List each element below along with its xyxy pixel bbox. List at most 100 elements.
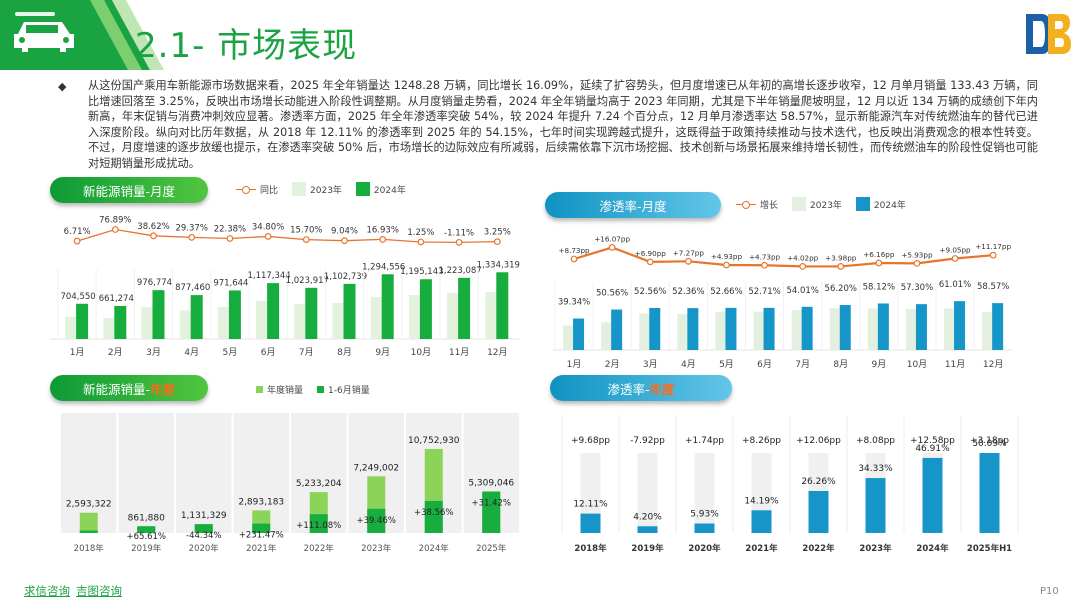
yoy-label: 1.25%: [407, 228, 434, 238]
bar-penetration: [580, 513, 601, 533]
legend-2024: 2024年: [373, 185, 406, 196]
bar-2023: [217, 307, 229, 339]
bar-2024: [152, 290, 165, 339]
x-tick-label: 12月: [983, 359, 1003, 370]
growth-label: +5.93pp: [901, 250, 933, 259]
x-tick-label: 2月: [605, 359, 620, 370]
x-tick-label: 4月: [184, 347, 199, 358]
growth-label: +111.08%: [296, 521, 341, 531]
bar-2023: [905, 308, 916, 350]
bar-2024: [611, 309, 623, 350]
growth-label: +3.98pp: [825, 253, 857, 262]
value-label: 39.34%: [558, 298, 590, 308]
legend-h1: 1-6月销量: [328, 386, 370, 396]
x-tick-label: 2024年: [916, 543, 949, 554]
bar-penetration: [751, 510, 772, 533]
background-band: [176, 413, 232, 533]
yoy-point: [73, 237, 81, 245]
bar-penetration: [979, 453, 1000, 533]
legend-growth: 增长: [760, 200, 779, 211]
x-tick-label: 2019年: [131, 543, 162, 554]
bar-2023: [753, 311, 764, 350]
growth-label: +7.27pp: [673, 248, 705, 257]
yoy-label: 29.37%: [175, 223, 207, 233]
monthly-sales-legend: 同比 2023年 2024年: [236, 182, 420, 196]
x-tick-label: 6月: [261, 347, 276, 358]
monthly-sales-chart: 704,550 1月 661,274 2月 976,774 3月 877,460 4月 971,…: [50, 216, 520, 358]
yoy-label: 9.04%: [331, 227, 358, 237]
bar-2024: [343, 283, 356, 339]
bar-2023: [791, 310, 802, 350]
value-label: 971,644: [213, 278, 248, 288]
value-label: 50.09%: [972, 439, 1007, 449]
bar-2023: [103, 318, 115, 339]
growth-point: [684, 257, 692, 265]
bar-2024: [114, 305, 127, 339]
change-label: +9.68pp: [571, 436, 610, 446]
value-label: 5.93%: [690, 510, 719, 520]
bar-2023: [65, 316, 77, 339]
x-tick-label: 10月: [411, 347, 431, 358]
bar-2023: [332, 303, 344, 339]
bar-h1: [137, 526, 156, 533]
bar-2024: [877, 303, 889, 350]
background-band: [637, 453, 658, 533]
footer-link-qiuxin[interactable]: 求信咨询: [24, 584, 70, 598]
bar-2024: [381, 274, 394, 339]
x-tick-label: 2022年: [802, 543, 835, 554]
x-tick-label: 2021年: [745, 543, 778, 554]
monthly-sales-title: 新能源销量-月度: [50, 177, 208, 203]
growth-label: +38.56%: [414, 508, 454, 518]
value-label: 861,880: [128, 513, 165, 523]
growth-label: +4.93pp: [711, 252, 743, 261]
value-label: 52.66%: [710, 287, 742, 297]
x-tick-label: 2018年: [574, 543, 607, 554]
legend-yoy: 同比: [260, 185, 279, 196]
value-label: 1,223,087: [438, 266, 481, 276]
growth-label: +39.46%: [356, 516, 396, 526]
bar-2024: [687, 308, 699, 350]
x-tick-label: 1月: [70, 347, 85, 358]
x-tick-label: 4月: [681, 359, 696, 370]
x-tick-label: 10月: [907, 359, 927, 370]
x-tick-label: 2025年: [476, 543, 507, 554]
growth-point: [570, 255, 578, 263]
value-label: 2,893,183: [238, 497, 284, 507]
yoy-point: [493, 238, 501, 246]
growth-point: [913, 259, 921, 267]
value-label: 61.01%: [939, 280, 971, 290]
yoy-label: 16.93%: [366, 225, 398, 235]
legend-2023: 2023年: [810, 200, 842, 211]
yoy-point: [111, 226, 119, 233]
bar-h1: [194, 524, 213, 533]
footer-link-jitu[interactable]: 吉图咨询: [76, 584, 122, 598]
value-label: 1,102,739: [324, 272, 367, 282]
growth-label: +6.16pp: [863, 250, 895, 259]
bar-penetration: [694, 523, 715, 533]
bar-2024: [190, 295, 203, 339]
value-label: 57.30%: [901, 283, 933, 293]
bar-h1: [482, 491, 501, 533]
bar-2024: [76, 303, 89, 339]
growth-label: +4.73pp: [749, 252, 781, 261]
bar-h1: [252, 523, 271, 533]
value-label: 1,195,143: [400, 267, 443, 277]
value-label: 1,334,319: [477, 260, 520, 270]
value-label: 4.20%: [633, 512, 662, 522]
bar-2023: [677, 313, 688, 350]
bar-2024: [419, 279, 432, 339]
yoy-point: [455, 238, 463, 246]
x-tick-label: 11月: [945, 359, 965, 370]
annual-sales-title-main: 新能源销量-: [82, 381, 150, 397]
value-label: 12.11%: [573, 500, 608, 510]
change-label: +3.18pp: [970, 436, 1009, 446]
x-tick-label: 2020年: [688, 543, 721, 554]
growth-point: [608, 244, 616, 251]
yoy-point: [417, 238, 425, 246]
bar-penetration: [922, 457, 943, 533]
value-label: 54.01%: [786, 286, 818, 296]
yoy-point: [302, 236, 310, 243]
value-label: 52.71%: [748, 287, 780, 297]
bar-2023: [370, 297, 382, 339]
x-tick-label: 9月: [375, 347, 390, 358]
